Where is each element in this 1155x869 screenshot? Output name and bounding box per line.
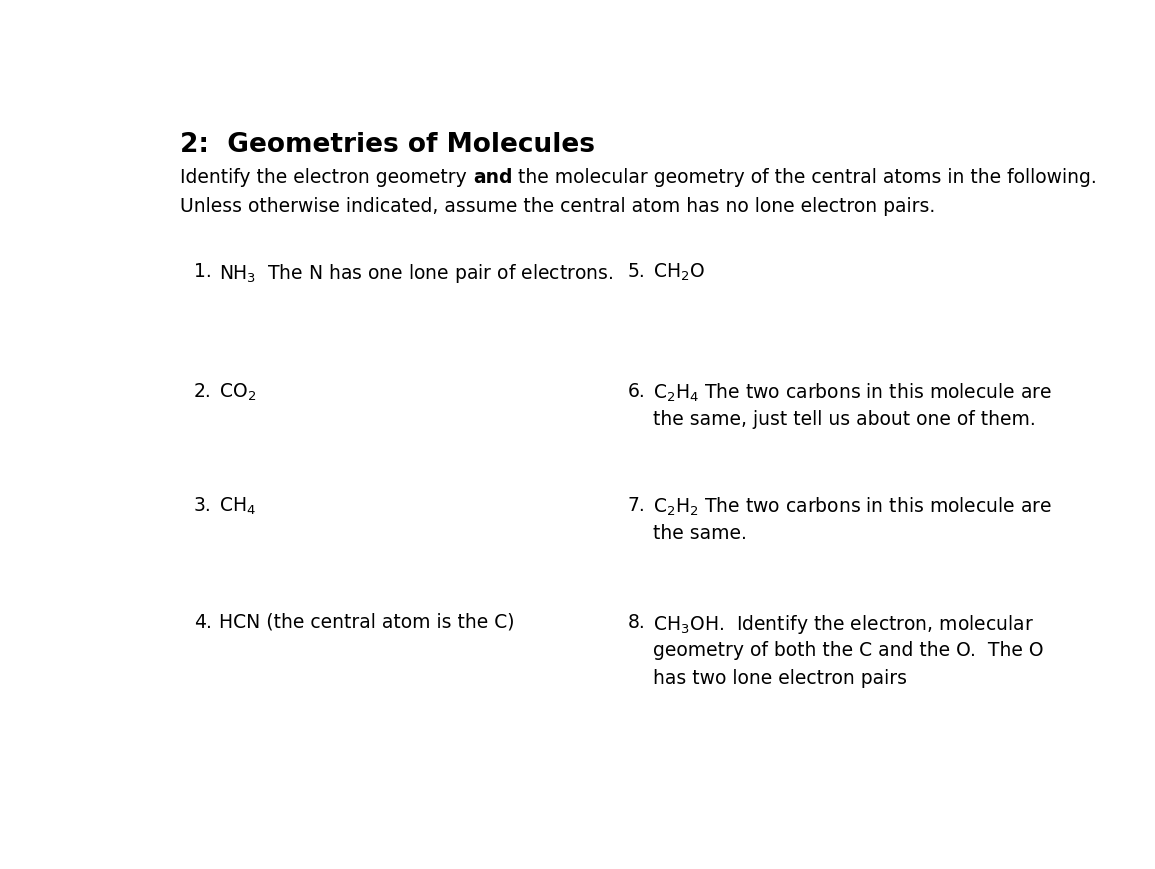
Text: and: and — [472, 168, 513, 187]
Text: Identify the electron geometry: Identify the electron geometry — [180, 168, 472, 187]
Text: the same.: the same. — [653, 524, 746, 543]
Text: 7.: 7. — [628, 495, 646, 514]
Text: NH$_{3}$  The N has one lone pair of electrons.: NH$_{3}$ The N has one lone pair of elec… — [218, 262, 613, 284]
Text: geometry of both the C and the O.  The O: geometry of both the C and the O. The O — [653, 641, 1043, 660]
Text: 3.: 3. — [194, 495, 211, 514]
Text: C$_{2}$H$_{2}$ The two carbons in this molecule are: C$_{2}$H$_{2}$ The two carbons in this m… — [653, 495, 1052, 518]
Text: the molecular geometry of the central atoms in the following.: the molecular geometry of the central at… — [513, 168, 1097, 187]
Text: HCN (the central atom is the C): HCN (the central atom is the C) — [218, 613, 514, 632]
Text: C$_{2}$H$_{4}$ The two carbons in this molecule are: C$_{2}$H$_{4}$ The two carbons in this m… — [653, 382, 1052, 404]
Text: 5.: 5. — [628, 262, 646, 281]
Text: CH$_{4}$: CH$_{4}$ — [218, 495, 255, 517]
Text: 8.: 8. — [628, 613, 646, 632]
Text: CH$_{3}$OH.  Identify the electron, molecular: CH$_{3}$OH. Identify the electron, molec… — [653, 613, 1034, 636]
Text: Unless otherwise indicated, assume the central atom has no lone electron pairs.: Unless otherwise indicated, assume the c… — [180, 197, 936, 216]
Text: 6.: 6. — [628, 382, 646, 401]
Text: the same, just tell us about one of them.: the same, just tell us about one of them… — [653, 410, 1035, 429]
Text: 2:  Geometries of Molecules: 2: Geometries of Molecules — [180, 132, 595, 158]
Text: CO$_{2}$: CO$_{2}$ — [218, 382, 255, 403]
Text: 2.: 2. — [194, 382, 211, 401]
Text: has two lone electron pairs: has two lone electron pairs — [653, 669, 907, 688]
Text: 1.: 1. — [194, 262, 211, 281]
Text: 4.: 4. — [194, 613, 211, 632]
Text: CH$_{2}$O: CH$_{2}$O — [653, 262, 705, 282]
